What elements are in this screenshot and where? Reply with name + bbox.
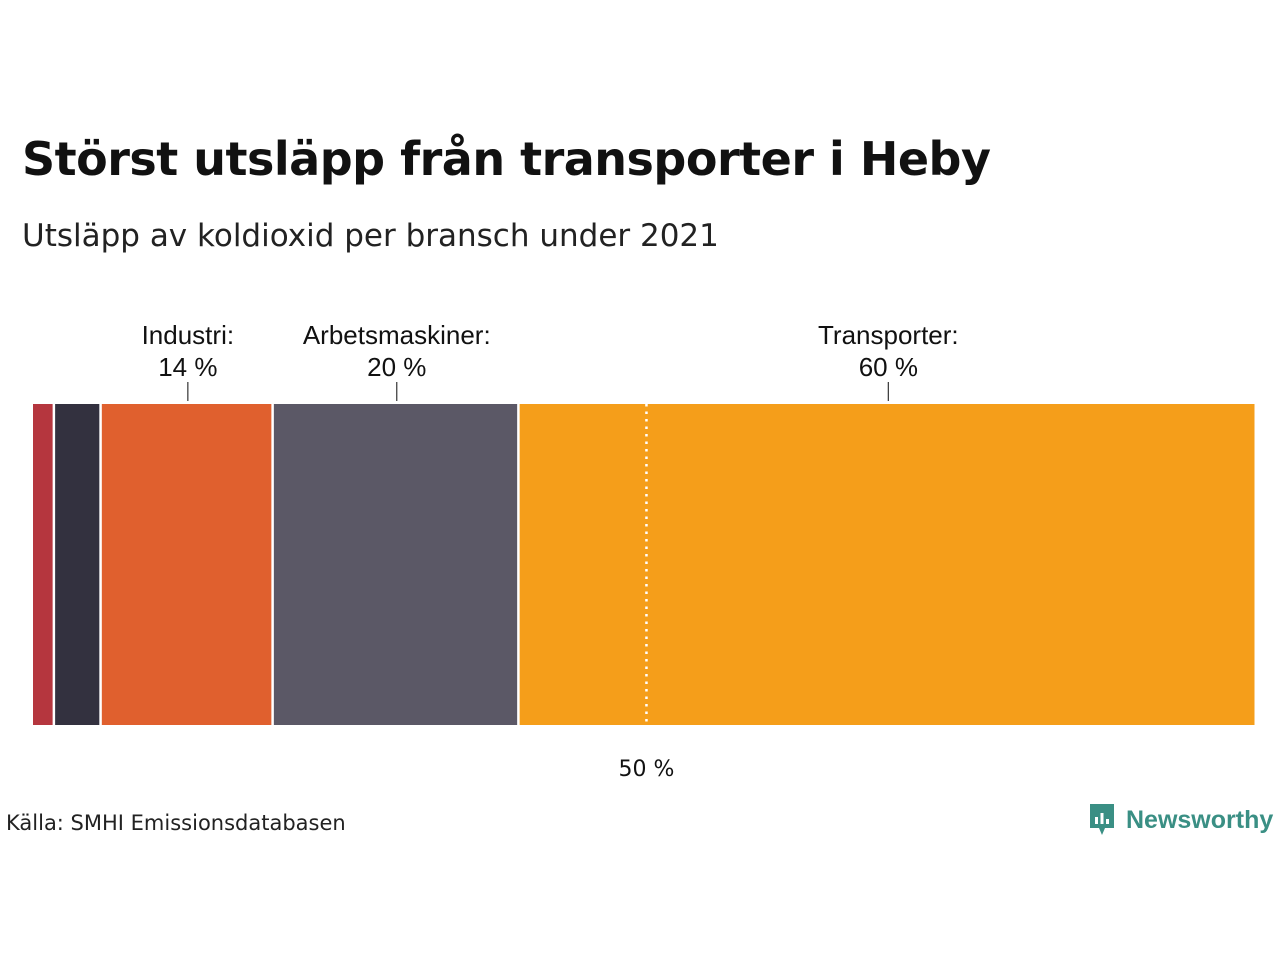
- bar-segment-2: [101, 404, 272, 725]
- segment-label-name: Arbetsmaskiner:: [303, 320, 491, 350]
- reference-line-label: 50 %: [619, 757, 675, 782]
- stacked-bar-chart: 50 % Industri:14 % Arbetsmaskiner:20 % Tra…: [33, 320, 1255, 782]
- brand-name: Newsworthy: [1126, 805, 1274, 834]
- bar-segments: [33, 404, 1255, 725]
- chart-title: Störst utsläpp från transporter i Heby: [22, 132, 991, 186]
- newsworthy-logo-icon: [1090, 804, 1114, 835]
- segment-label-name: Transporter:: [818, 320, 959, 350]
- segment-label-value: 20 %: [367, 352, 426, 382]
- bar-segment-1: [55, 404, 100, 725]
- source-note: Källa: SMHI Emissionsdatabasen: [6, 811, 346, 835]
- segment-label-value: 14 %: [158, 352, 217, 382]
- segment-labels: Industri:14 % Arbetsmaskiner:20 % Transpor…: [142, 320, 959, 401]
- reference-line-group: 50 %: [619, 404, 675, 782]
- bar-segment-0: [33, 404, 53, 725]
- chart-subtitle: Utsläpp av koldioxid per bransch under 2…: [22, 218, 719, 254]
- segment-label-name: Industri:: [142, 320, 235, 350]
- bar-segment-3: [273, 404, 518, 725]
- brand-logo: Newsworthy: [1088, 802, 1273, 838]
- segment-label-value: 60 %: [859, 352, 918, 382]
- bar-segment-4: [519, 404, 1255, 725]
